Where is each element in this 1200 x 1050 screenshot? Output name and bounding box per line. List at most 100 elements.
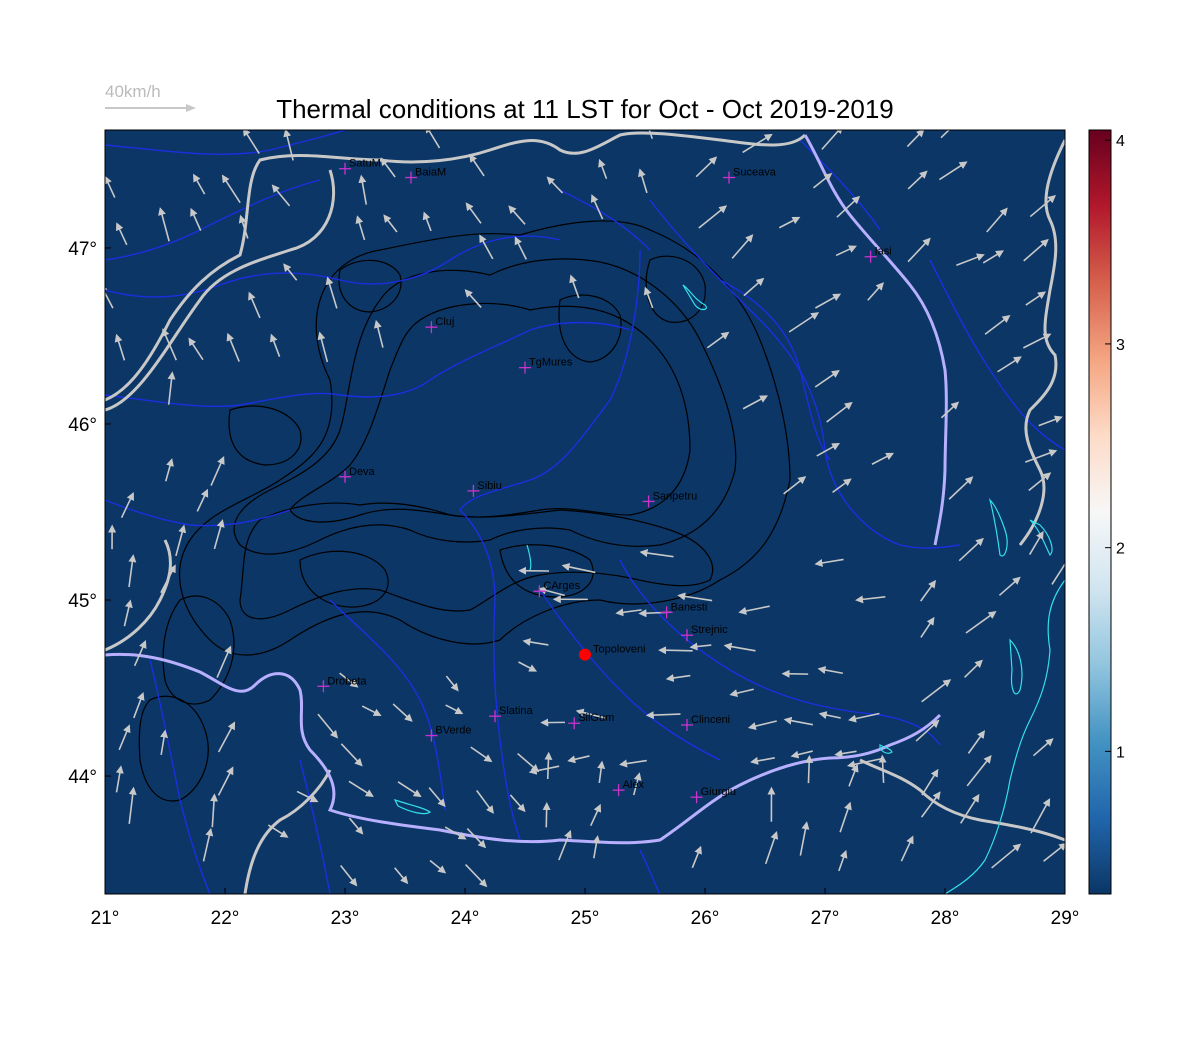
wind-arrow: [118, 724, 131, 751]
wind-arrow: [677, 592, 713, 602]
wind-arrow: [597, 760, 606, 784]
station-label: Clinceni: [691, 714, 730, 726]
lat-tick-label: 44°: [68, 767, 97, 788]
wind-arrow: [855, 595, 886, 604]
wind-arrow: [592, 835, 601, 859]
station-drobeta: Drobeta: [317, 675, 367, 693]
wind-arrow: [202, 827, 214, 862]
wind-arrow: [394, 867, 409, 885]
wind-arrow: [422, 211, 432, 232]
topography-contours: [138, 220, 791, 802]
wind-arrow: [373, 319, 384, 348]
wind-arrow: [242, 130, 260, 155]
station-markers: SatuM BaiaM Suceava Iasi Cluj TgMures Deva Sibi…: [317, 158, 892, 804]
wind-arrow: [522, 638, 549, 646]
wind-arrow: [567, 755, 590, 764]
wind-arrow: [814, 558, 844, 567]
wind-arrow: [920, 616, 935, 638]
wind-arrow: [783, 716, 813, 726]
wind-arrow: [383, 214, 398, 233]
wind-arrow: [575, 708, 606, 719]
wind-arrow: [465, 202, 482, 224]
lakes-coast: [393, 284, 1065, 894]
river-dnester: [929, 259, 1065, 451]
contour-line: [233, 258, 737, 555]
wind-arrow: [591, 194, 604, 220]
colorbar-ticks: 1 2 3 4: [1105, 133, 1125, 761]
wind-arrow: [764, 830, 779, 865]
station-deva: Deva: [339, 466, 376, 483]
contour-line: [299, 550, 389, 608]
wind-arrow: [965, 611, 997, 634]
wind-arrow: [966, 755, 992, 787]
wind-arrow: [283, 130, 294, 161]
colorbar-tick-label: 4: [1116, 133, 1125, 150]
wind-arrow: [706, 331, 730, 349]
wind-arrow: [643, 286, 654, 309]
wind-arrow: [747, 720, 777, 730]
wind-arrow: [948, 476, 974, 500]
wind-arrow: [528, 765, 560, 775]
station-label: Deva: [349, 466, 376, 478]
wind-arrow: [1024, 449, 1058, 463]
wind-arrow: [967, 730, 986, 754]
wind-arrow: [729, 688, 754, 698]
station-strejnic: Strejnic: [681, 624, 728, 642]
wind-arrow: [221, 174, 241, 204]
wind-arrow: [907, 237, 931, 263]
wind-arrow: [742, 395, 769, 410]
wind-arrow: [392, 703, 413, 722]
wind-arrow: [116, 222, 128, 246]
wind-arrow: [358, 174, 368, 205]
wind-arrow: [645, 711, 681, 720]
wind-arrow: [818, 711, 841, 719]
wind-arrow: [832, 478, 852, 494]
wind-arrow: [164, 458, 174, 482]
lon-tick-label: 22°: [211, 908, 240, 929]
wind-arrow: [783, 476, 807, 495]
wind-arrow: [160, 729, 168, 755]
wind-arrow: [175, 524, 187, 557]
river-morava: [149, 659, 211, 894]
wind-arrow: [814, 293, 842, 309]
wind-arrow: [476, 790, 494, 814]
lat-tick-label: 46°: [68, 415, 97, 436]
river-prut-trib: [719, 279, 831, 461]
wind-arrow: [790, 750, 813, 759]
station-carges: CArges: [533, 580, 581, 598]
wind-arrow: [248, 291, 261, 319]
wind-arrow: [128, 554, 137, 588]
colorbar-tick-label: 3: [1116, 337, 1125, 354]
station-label: TgMures: [529, 357, 573, 369]
station-label: Banesti: [671, 601, 708, 613]
wind-arrow: [355, 215, 366, 241]
wind-arrow: [133, 640, 147, 667]
river-olt: [459, 249, 641, 841]
wind-arrow: [1028, 472, 1052, 492]
wind-arrow: [115, 765, 124, 793]
wind-arrow: [445, 675, 459, 692]
lon-tick-label: 24°: [451, 908, 480, 929]
wind-arrow: [723, 642, 756, 652]
wind-arrow: [991, 843, 1022, 869]
country-borders: [105, 131, 1065, 894]
colorbar: 1 2 3 4: [1088, 129, 1125, 895]
wind-arrow: [906, 130, 925, 148]
station-label: Suceava: [733, 167, 777, 179]
map-area: SatuM BaiaM Suceava Iasi Cluj TgMures Deva Sibi…: [105, 130, 1065, 894]
wind-arrow: [1030, 798, 1051, 834]
wind-arrow: [665, 673, 691, 682]
wind-arrow: [196, 488, 209, 512]
wind-arrow: [695, 156, 718, 178]
highlight-point: Topoloveni: [579, 644, 646, 661]
wind-arrow: [188, 337, 204, 361]
wind-arrow: [920, 579, 937, 602]
black-sea-coast: [944, 579, 1065, 894]
wind-arrow: [689, 642, 712, 651]
station-label: Slatina: [499, 705, 534, 717]
wind-arrow: [160, 564, 176, 594]
station-iasi: Iasi: [864, 246, 892, 263]
wind-arrow: [938, 161, 968, 181]
wind-arrow: [470, 746, 493, 763]
